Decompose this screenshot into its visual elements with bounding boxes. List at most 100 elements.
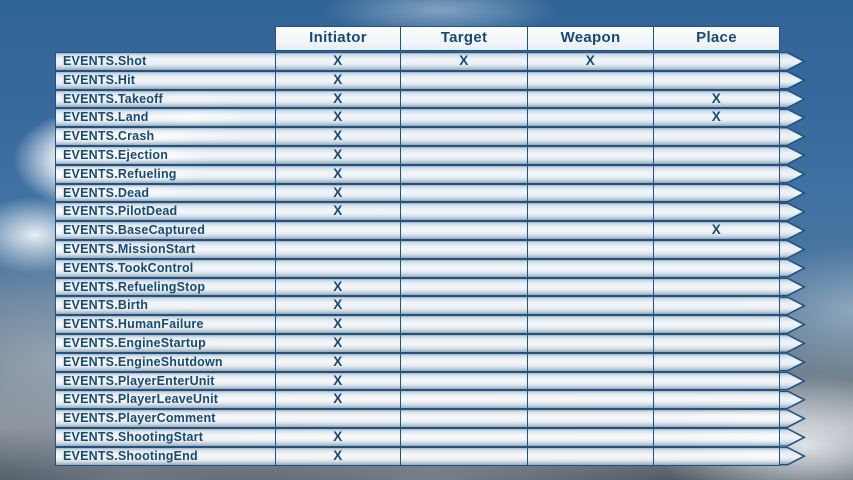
table-row: EVENTS.Refueling X bbox=[55, 164, 806, 184]
weapon-cell bbox=[527, 390, 653, 410]
row-arrow-tip-icon bbox=[780, 353, 806, 372]
weapon-cell bbox=[527, 221, 653, 240]
table-row: EVENTS.PlayerEnterUnit X bbox=[55, 371, 806, 391]
event-label: EVENTS.EngineStartup bbox=[55, 333, 275, 353]
target-cell bbox=[400, 352, 527, 372]
place-cell bbox=[653, 164, 780, 184]
weapon-cell bbox=[527, 446, 653, 466]
initiator-cell: X bbox=[275, 52, 400, 71]
table-row: EVENTS.Birth X bbox=[55, 296, 806, 316]
target-cell bbox=[400, 446, 527, 466]
column-header-target: Target bbox=[400, 26, 527, 51]
initiator-cell: X bbox=[275, 277, 400, 297]
table-row: EVENTS.Hit X bbox=[55, 70, 806, 90]
target-cell bbox=[400, 145, 527, 165]
weapon-cell bbox=[527, 108, 653, 128]
place-cell bbox=[653, 239, 780, 259]
target-cell bbox=[400, 108, 527, 128]
target-cell bbox=[400, 127, 527, 146]
row-arrow-tip-icon bbox=[780, 221, 806, 240]
table-row: EVENTS.TookControl bbox=[55, 258, 806, 278]
initiator-cell: X bbox=[275, 296, 400, 316]
row-arrow-tip-icon bbox=[780, 296, 806, 315]
place-cell bbox=[653, 427, 780, 447]
weapon-cell bbox=[527, 296, 653, 316]
weapon-cell bbox=[527, 352, 653, 372]
initiator-cell: X bbox=[275, 108, 400, 128]
row-arrow-tip-icon bbox=[780, 447, 806, 466]
table-row: EVENTS.MissionStart bbox=[55, 239, 806, 259]
event-label: EVENTS.Refueling bbox=[55, 164, 275, 184]
place-cell bbox=[653, 446, 780, 466]
table-row: EVENTS.BaseCaptured X bbox=[55, 221, 806, 240]
table-row: EVENTS.HumanFailure X bbox=[55, 315, 806, 334]
target-cell bbox=[400, 333, 527, 353]
table-row: EVENTS.Crash X bbox=[55, 127, 806, 146]
table-row: EVENTS.Ejection X bbox=[55, 145, 806, 165]
initiator-cell: X bbox=[275, 352, 400, 372]
event-label: EVENTS.Shot bbox=[55, 52, 275, 71]
weapon-cell: X bbox=[527, 52, 653, 71]
event-label: EVENTS.PlayerEnterUnit bbox=[55, 371, 275, 391]
target-cell bbox=[400, 239, 527, 259]
weapon-cell bbox=[527, 371, 653, 391]
target-cell bbox=[400, 183, 527, 203]
table-row: EVENTS.Land X X bbox=[55, 108, 806, 128]
target-cell bbox=[400, 89, 527, 109]
place-cell bbox=[653, 52, 780, 71]
events-table: Initiator Target Weapon Place EVENTS.Sho… bbox=[55, 26, 806, 466]
place-cell bbox=[653, 296, 780, 316]
weapon-cell bbox=[527, 258, 653, 278]
row-arrow-tip-icon bbox=[780, 315, 806, 334]
initiator-cell: X bbox=[275, 183, 400, 203]
target-cell: X bbox=[400, 52, 527, 71]
initiator-cell: X bbox=[275, 446, 400, 466]
initiator-cell: X bbox=[275, 145, 400, 165]
weapon-cell bbox=[527, 127, 653, 146]
target-cell bbox=[400, 409, 527, 428]
target-cell bbox=[400, 390, 527, 410]
table-row: EVENTS.ShootingStart X bbox=[55, 427, 806, 447]
table-row: EVENTS.RefuelingStop X bbox=[55, 277, 806, 297]
event-label: EVENTS.BaseCaptured bbox=[55, 221, 275, 240]
row-arrow-tip-icon bbox=[780, 108, 806, 127]
table-row: EVENTS.ShootingEnd X bbox=[55, 446, 806, 466]
initiator-cell bbox=[275, 258, 400, 278]
row-arrow-tip-icon bbox=[780, 52, 806, 71]
initiator-cell: X bbox=[275, 390, 400, 410]
event-label: EVENTS.Land bbox=[55, 108, 275, 128]
table-row: EVENTS.Dead X bbox=[55, 183, 806, 203]
row-arrow-tip-icon bbox=[780, 278, 806, 297]
event-label: EVENTS.Birth bbox=[55, 296, 275, 316]
weapon-cell bbox=[527, 315, 653, 334]
place-cell: X bbox=[653, 89, 780, 109]
place-cell bbox=[653, 258, 780, 278]
initiator-cell: X bbox=[275, 371, 400, 391]
table-row: EVENTS.EngineStartup X bbox=[55, 333, 806, 353]
row-arrow-tip-icon bbox=[780, 372, 806, 391]
table-row: EVENTS.Takeoff X X bbox=[55, 89, 806, 109]
target-cell bbox=[400, 70, 527, 90]
weapon-cell bbox=[527, 427, 653, 447]
weapon-cell bbox=[527, 70, 653, 90]
initiator-cell: X bbox=[275, 427, 400, 447]
event-label: EVENTS.Hit bbox=[55, 70, 275, 90]
event-label: EVENTS.PilotDead bbox=[55, 202, 275, 222]
target-cell bbox=[400, 258, 527, 278]
place-cell: X bbox=[653, 108, 780, 128]
target-cell bbox=[400, 202, 527, 222]
event-label: EVENTS.RefuelingStop bbox=[55, 277, 275, 297]
weapon-cell bbox=[527, 89, 653, 109]
place-cell bbox=[653, 333, 780, 353]
row-arrow-tip-icon bbox=[780, 259, 806, 278]
row-arrow-tip-icon bbox=[780, 409, 806, 428]
event-label: EVENTS.ShootingEnd bbox=[55, 446, 275, 466]
place-cell bbox=[653, 390, 780, 410]
place-cell bbox=[653, 202, 780, 222]
place-cell bbox=[653, 145, 780, 165]
event-label: EVENTS.MissionStart bbox=[55, 239, 275, 259]
target-cell bbox=[400, 221, 527, 240]
place-cell bbox=[653, 277, 780, 297]
initiator-cell: X bbox=[275, 315, 400, 334]
